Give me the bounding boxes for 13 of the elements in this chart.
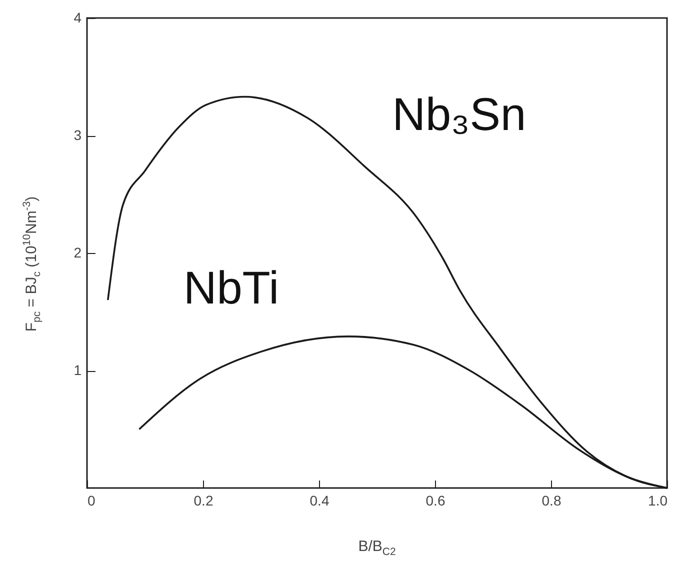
y-tick-label: 4 — [74, 10, 82, 26]
series-label: Nb₃Sn — [392, 88, 526, 140]
x-tick-label: 1.0 — [648, 492, 668, 508]
y-tick-label: 3 — [74, 127, 82, 143]
y-tick-label: 1 — [74, 362, 82, 378]
y-tick-label: 2 — [74, 244, 82, 260]
series-label: NbTi — [183, 261, 279, 314]
x-axis-title: B/B$_{C2}$ — [357, 538, 397, 558]
x-tick-label: 0 — [88, 492, 96, 508]
x-tick-label: 0.2 — [194, 492, 214, 508]
x-tick-label: 0.6 — [426, 492, 446, 508]
x-tick-label: 0.8 — [542, 492, 562, 508]
x-tick-label: 0.4 — [310, 492, 330, 508]
